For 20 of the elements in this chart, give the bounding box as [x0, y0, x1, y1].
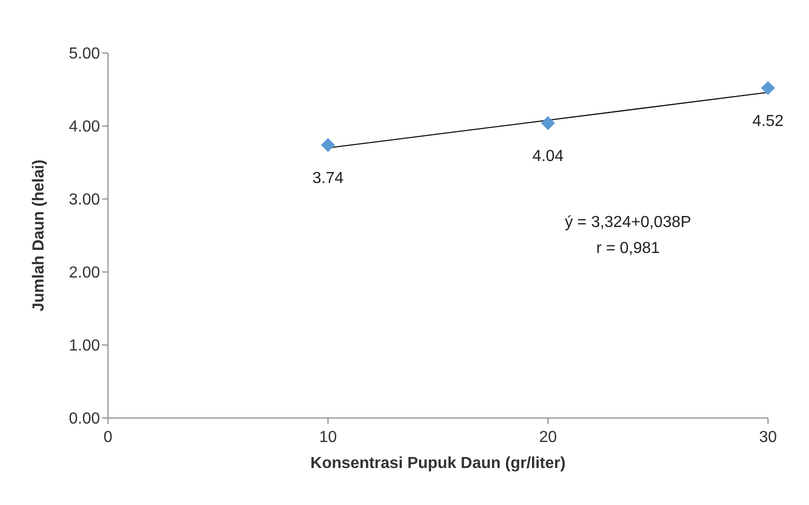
- annotation: ý = 3,324+0,038P: [564, 214, 692, 232]
- annotation: r = 0,981: [595, 240, 661, 258]
- point: [761, 81, 775, 96]
- point: [321, 138, 335, 152]
- y-tick-label: 3.00: [68, 192, 100, 209]
- data-label: 3.74: [312, 170, 344, 187]
- data-label: 4.52: [752, 112, 784, 130]
- y-tick-label: 2.00: [68, 264, 100, 282]
- data-label: 4.04: [532, 148, 564, 165]
- y-tick-label: 4.00: [68, 118, 100, 136]
- x-axis-title: Konsentrasi Pupuk Daun (gr/liter): [310, 455, 566, 472]
- point: [541, 116, 555, 130]
- y-axis-title: Jumlah Daun (helai): [30, 159, 48, 312]
- y-tick-label: 5.00: [68, 46, 100, 63]
- x-tick-label: 20: [539, 429, 557, 446]
- x-tick-label: 30: [759, 429, 777, 446]
- y-tick-label: 0.00: [68, 410, 100, 428]
- y-tick-label: 1.00: [68, 338, 100, 355]
- x-tick-label: 10: [319, 429, 337, 446]
- x-tick-label: 0: [104, 429, 113, 446]
